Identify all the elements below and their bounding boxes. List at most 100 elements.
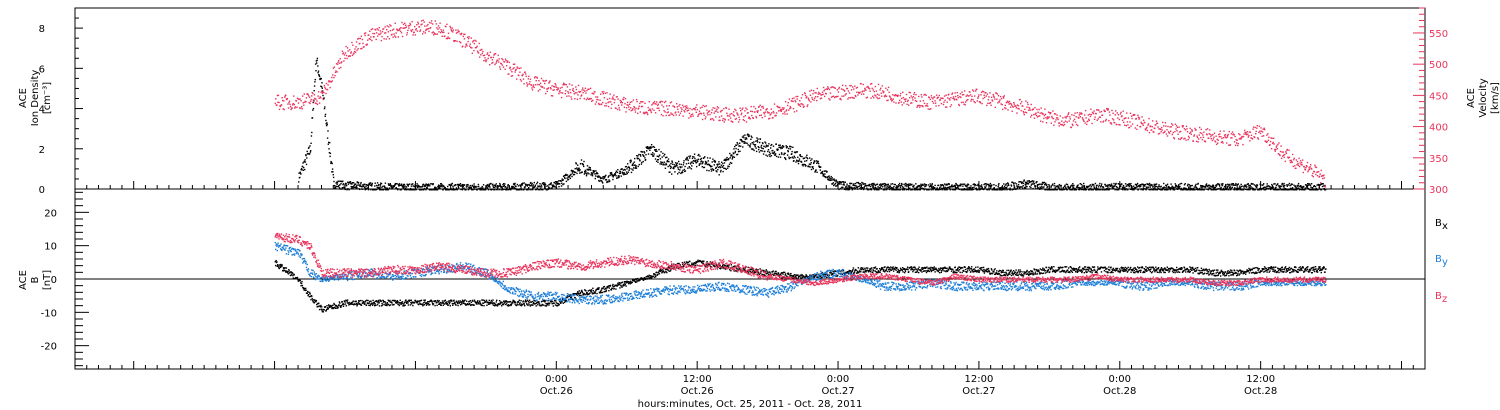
velocity-point (733, 111, 735, 113)
velocity-point (274, 102, 276, 105)
density-point (633, 161, 636, 163)
density-point (1291, 187, 1294, 189)
density-point (424, 184, 427, 186)
density-point (1150, 184, 1153, 187)
density-point (440, 183, 443, 185)
velocity-point (452, 31, 454, 33)
density-point (1209, 185, 1211, 187)
density-point (324, 113, 327, 116)
density-point (831, 183, 834, 185)
velocity-point (465, 44, 467, 46)
density-point (630, 171, 633, 174)
density-point (1297, 184, 1299, 186)
velocity-point (1082, 118, 1084, 121)
top-right-tick-label: 450 (1429, 91, 1448, 102)
density-point (823, 175, 826, 178)
density-point (330, 160, 332, 163)
density-point (410, 187, 412, 190)
velocity-point (618, 107, 620, 109)
velocity-point (327, 84, 329, 86)
density-point (1154, 183, 1157, 186)
density-point (1239, 187, 1242, 189)
velocity-point (804, 92, 806, 95)
density-point (1237, 187, 1239, 189)
density-point (1060, 184, 1062, 187)
density-point (831, 177, 833, 179)
density-point (745, 142, 747, 144)
velocity-point (540, 85, 542, 87)
density-point (689, 157, 691, 159)
velocity-point (633, 106, 635, 108)
velocity-point (482, 50, 484, 53)
density-point (653, 146, 656, 148)
velocity-point (955, 95, 957, 98)
velocity-point (1130, 125, 1132, 127)
density-point (960, 185, 962, 187)
velocity-point (705, 105, 707, 107)
velocity-point (788, 98, 790, 100)
density-point (898, 182, 901, 185)
velocity-point (547, 88, 549, 90)
velocity-point (389, 24, 391, 26)
density-point (328, 148, 330, 150)
velocity-point (924, 105, 927, 107)
velocity-point (283, 108, 285, 111)
density-point (1321, 185, 1324, 188)
density-point (929, 183, 931, 185)
velocity-point (1094, 116, 1096, 118)
velocity-point (977, 97, 979, 99)
density-point (567, 178, 570, 181)
velocity-point (534, 76, 536, 78)
density-point (829, 179, 832, 181)
density-point (588, 166, 590, 168)
top-right-tick-label: 400 (1429, 123, 1448, 134)
velocity-point (854, 85, 856, 87)
velocity-point (297, 102, 300, 104)
density-point (870, 185, 872, 188)
density-point (955, 187, 958, 189)
density-point (374, 182, 376, 184)
density-point (726, 158, 728, 161)
velocity-point (361, 47, 363, 50)
density-point (550, 187, 553, 190)
density-point (841, 181, 844, 183)
velocity-point (288, 102, 290, 104)
density-point (809, 157, 811, 159)
density-point (1145, 189, 1147, 191)
density-point (584, 169, 587, 172)
density-point (1173, 187, 1175, 190)
density-point (1105, 188, 1108, 190)
density-point (679, 166, 681, 168)
velocity-point (690, 116, 692, 118)
velocity-point (878, 94, 880, 96)
velocity-point (617, 98, 619, 100)
velocity-point (1145, 127, 1148, 129)
velocity-point (1108, 111, 1111, 113)
velocity-point (896, 95, 899, 97)
density-point (773, 151, 776, 153)
density-point (891, 189, 893, 191)
velocity-point (729, 117, 732, 119)
velocity-point (1092, 112, 1094, 114)
density-point (734, 151, 736, 154)
velocity-point (300, 100, 302, 102)
density-point (719, 171, 722, 173)
density-point (717, 169, 719, 171)
velocity-point (345, 54, 348, 57)
velocity-point (663, 101, 666, 104)
density-point (509, 187, 511, 189)
velocity-point (466, 45, 468, 47)
density-point (1001, 186, 1003, 188)
velocity-point (915, 94, 917, 96)
velocity-point (812, 90, 815, 92)
density-point (641, 161, 643, 164)
density-point (1155, 188, 1157, 191)
density-point (1047, 189, 1050, 191)
density-point (696, 165, 698, 168)
velocity-point (966, 94, 968, 96)
density-point (1099, 182, 1101, 185)
velocity-point (988, 96, 990, 98)
density-point (536, 181, 539, 183)
density-point (482, 187, 484, 189)
density-point (635, 166, 637, 168)
